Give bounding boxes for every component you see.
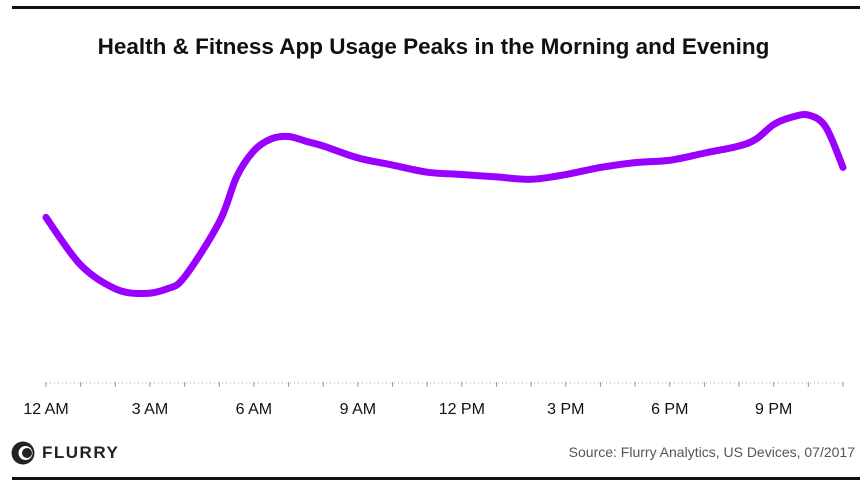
x-tick-label: 6 PM [651,401,688,418]
source-note: Source: Flurry Analytics, US Devices, 07… [568,444,855,460]
bottom-rule [12,477,860,480]
x-tick-label: 12 AM [23,401,68,418]
x-tick-label: 6 AM [236,401,272,418]
usage-series-line [42,111,847,298]
x-tick-label: 3 AM [132,401,168,418]
flurry-logo-icon [11,441,35,465]
flurry-logo: FLURRY [10,440,119,466]
x-tick-label: 3 PM [547,401,584,418]
x-tick-label: 9 AM [340,401,376,418]
top-rule [12,6,860,9]
flurry-logo-text: FLURRY [42,443,120,462]
line-chart: 12 AM 3 AM 6 AM 9 AM 12 PM 3 PM 6 PM 9 PM [23,111,847,418]
chart-title: Health & Fitness App Usage Peaks in the … [97,34,770,59]
x-tick-label: 12 PM [439,401,485,418]
x-tick-label: 9 PM [755,401,792,418]
